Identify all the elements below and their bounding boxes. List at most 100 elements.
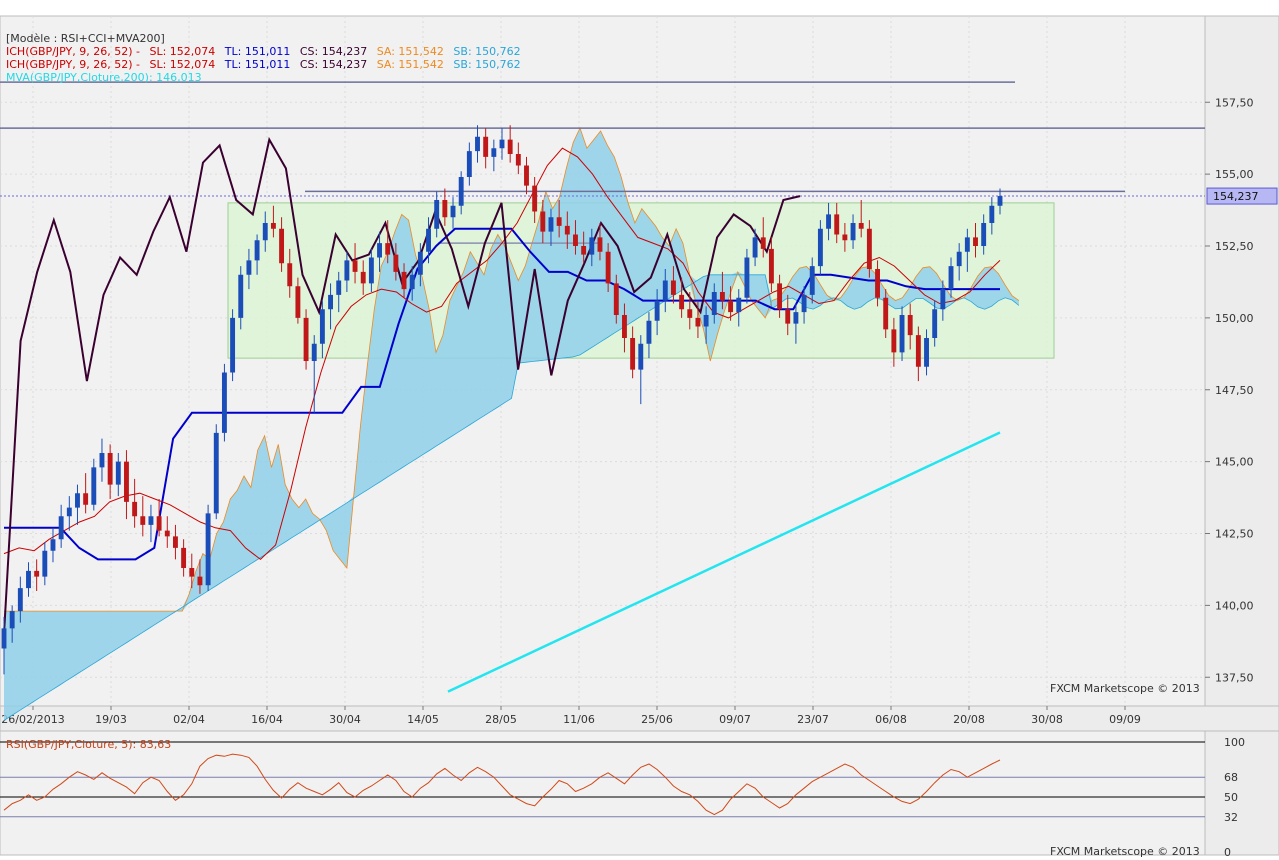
candle-body [581,246,587,255]
candle [548,208,554,246]
candle [515,142,521,175]
candle-body [932,309,938,338]
candle [834,202,840,244]
candle-body [287,263,293,287]
candle-body [662,280,668,301]
candle-body [336,280,342,295]
candle [107,444,113,499]
y-tick-label: 155,00 [1215,168,1254,181]
candle-body [826,214,832,229]
candle [573,220,578,255]
legend-ich-sa: SA: 151,542 [376,58,444,71]
candle [91,458,97,511]
price-axis [1204,15,1279,707]
candle [458,171,464,215]
rsi-axis [1204,730,1279,856]
x-tick-label: 28/05 [485,713,517,726]
candle-body [417,251,423,275]
candle [613,274,619,324]
candle [385,220,391,264]
candle [662,269,668,313]
senkou-span-a [4,127,1020,612]
candle [932,300,938,347]
candle [148,504,154,543]
candle-body [834,214,840,235]
candle [760,217,766,258]
candle [189,553,195,589]
candle-body [213,432,219,514]
candle [687,292,693,330]
candle [785,294,791,336]
candle-body [687,309,693,318]
candle [352,243,358,284]
candle [907,303,913,350]
legend-ich-sb: SB: 150,762 [453,45,521,58]
legend-ich-tl: TL: 151,011 [224,58,291,71]
candle-body [793,312,799,324]
x-tick-label: 25/06 [641,713,673,726]
candle [817,220,823,275]
candle [842,223,848,252]
candle-body [989,205,995,223]
candle-body [638,343,644,370]
candle-body [948,266,954,290]
candle [311,335,317,413]
candle [768,237,774,292]
x-tick-label: 26/02/2013 [1,713,64,726]
candle-body [124,461,129,502]
candle [793,303,799,344]
candle-body [866,228,872,269]
candle-body [483,136,489,157]
candle-body [785,309,791,324]
candle-body [319,309,325,344]
candle-body [303,317,309,361]
candle-body [368,257,374,284]
legend-ich-name: ICH(GBP/JPY, 9, 26, 52) - [6,45,140,58]
candle [507,125,513,163]
senkou-span-b [3,274,1020,721]
candle-body [393,254,399,272]
candle [597,223,603,261]
candle-body [507,139,513,154]
candle-body [573,234,578,246]
candle [58,504,64,548]
candle-body [1,628,7,649]
candle-body [311,343,317,361]
candle-body [9,611,15,629]
x-tick-label: 06/08 [875,713,907,726]
candle-body [58,516,64,540]
candle [556,200,562,238]
candle-body [981,223,987,246]
x-tick-label: 30/08 [1031,713,1063,726]
candle [777,274,783,318]
price-panel [0,15,1206,707]
y-tick-label: 145,00 [1215,456,1254,469]
candle-body [75,493,80,508]
candle [752,228,758,267]
candle-body [328,294,334,310]
candle-body [556,217,562,226]
candle [540,200,546,244]
candle [270,205,276,238]
x-tick-label: 23/07 [797,713,829,726]
candle-body [409,274,415,290]
candle-body [548,217,554,232]
candle-body [997,196,1003,206]
candle [564,211,570,249]
candle [997,188,1003,215]
candle-body [515,154,521,166]
candle-body [752,237,758,258]
candle-body [197,576,203,586]
candle [132,478,138,528]
legend-model: [Modèle : RSI+CCI+MVA200] [6,32,165,45]
candle-body [654,300,660,321]
candle [711,283,717,324]
x-tick-label: 30/04 [329,713,361,726]
candle [646,312,652,359]
candle [491,139,497,172]
candle-body [589,237,595,255]
candle-body [156,516,162,531]
candle-body [295,286,301,318]
candle [140,496,146,537]
